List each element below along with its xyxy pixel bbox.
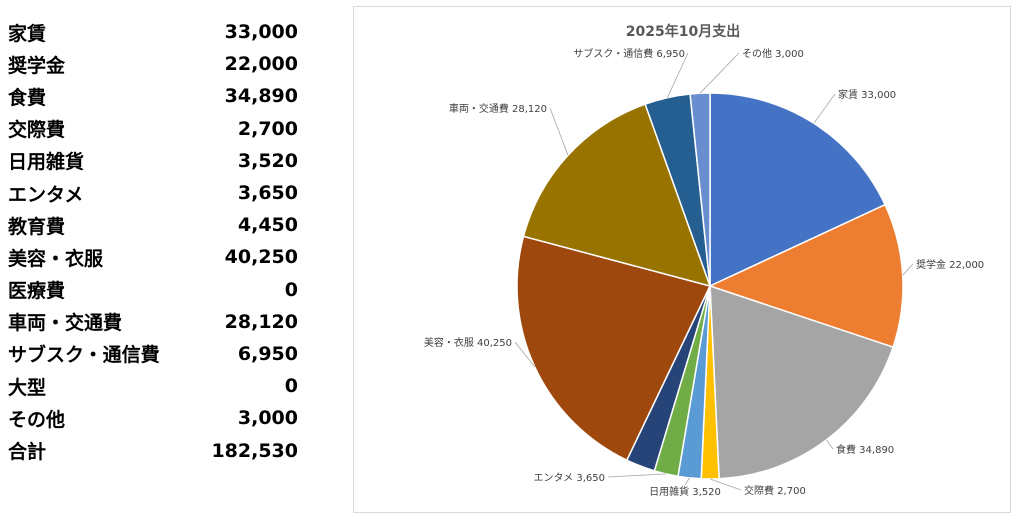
table-row: 美容・衣服 40,250 <box>8 241 298 273</box>
category-label: エンタメ <box>8 183 84 206</box>
category-amount: 28,120 <box>224 310 298 333</box>
data-label: その他 3,000 <box>742 47 804 60</box>
category-label: 交際費 <box>8 119 66 142</box>
data-label: 奨学金 22,000 <box>916 258 984 271</box>
leader-line <box>607 473 667 478</box>
category-label: 家賃 <box>8 22 47 45</box>
leader-line <box>684 477 690 486</box>
chart-title: 2025年10月支出 <box>626 23 740 40</box>
category-amount: 4,450 <box>237 214 298 237</box>
data-label: エンタメ 3,650 <box>533 472 605 484</box>
category-amount: 3,520 <box>237 149 298 172</box>
category-label: 合計 <box>8 441 47 464</box>
table-row: 車両・交通費 28,120 <box>8 306 298 338</box>
leader-line <box>666 52 689 98</box>
table-row: 家賃 33,000 <box>8 16 298 48</box>
data-label: サブスク・通信費 6,950 <box>573 47 685 60</box>
table-row: サブスク・通信費 6,950 <box>8 338 298 370</box>
table-row: 奨学金 22,000 <box>8 48 298 80</box>
table-row: 日用雑貨 3,520 <box>8 145 298 177</box>
category-label: その他 <box>8 408 66 431</box>
category-amount: 3,000 <box>237 407 298 430</box>
table-row: 教育費 4,450 <box>8 209 298 241</box>
pie-slice <box>522 103 712 288</box>
data-label: 食費 34,890 <box>836 443 894 456</box>
category-amount: 22,000 <box>224 53 298 76</box>
table-row: 医療費 0 <box>8 274 298 306</box>
category-label: 大型 <box>8 376 47 399</box>
expense-table: 家賃 33,000 奨学金 22,000 食費 34,890 交際費 2,700 日用雑貨 3,5… <box>8 16 298 467</box>
category-label: サブスク・通信費 <box>8 344 160 367</box>
pie-slice <box>709 284 894 480</box>
leader-line <box>514 341 536 368</box>
category-amount: 40,250 <box>224 246 298 269</box>
category-label: 教育費 <box>8 215 66 238</box>
category-amount: 0 <box>284 375 298 398</box>
category-label: 医療費 <box>8 280 66 303</box>
category-label: 美容・衣服 <box>8 247 104 270</box>
leader-line <box>902 263 914 276</box>
table-row: 合計 182,530 <box>8 434 298 466</box>
table-row: 交際費 2,700 <box>8 113 298 145</box>
data-label: 車両・交通費 28,120 <box>449 102 547 115</box>
data-label: 美容・衣服 40,250 <box>424 336 512 349</box>
leader-line <box>549 107 569 156</box>
category-amount: 182,530 <box>211 439 298 462</box>
category-amount: 0 <box>284 278 298 301</box>
table-row: 大型 0 <box>8 370 298 402</box>
chart-area: 2025年10月支出 家賃 33,000 奨学金 22,000 食費 34,890 交… <box>353 6 1011 513</box>
leader-line <box>699 52 740 94</box>
table-row: 食費 34,890 <box>8 80 298 112</box>
category-amount: 33,000 <box>224 21 298 44</box>
table-row: その他 3,000 <box>8 402 298 434</box>
category-amount: 6,950 <box>237 342 298 365</box>
pie-chart: 2025年10月支出 家賃 33,000 奨学金 22,000 食費 34,890 交… <box>424 23 984 498</box>
category-label: 日用雑貨 <box>8 151 85 174</box>
category-amount: 3,650 <box>237 182 298 205</box>
pie-slice <box>709 92 887 288</box>
category-label: 車両・交通費 <box>8 312 123 335</box>
data-label: 日用雑貨 3,520 <box>649 485 721 498</box>
category-amount: 2,700 <box>237 117 298 140</box>
category-label: 食費 <box>8 86 47 109</box>
category-label: 奨学金 <box>8 54 66 77</box>
data-label: 家賃 33,000 <box>838 88 896 101</box>
table-row: エンタメ 3,650 <box>8 177 298 209</box>
leader-line <box>826 439 834 450</box>
data-label: 交際費 2,700 <box>744 484 806 497</box>
category-amount: 34,890 <box>224 85 298 108</box>
leader-line <box>710 478 742 491</box>
leader-line <box>813 93 836 124</box>
pie-slice <box>707 203 904 349</box>
